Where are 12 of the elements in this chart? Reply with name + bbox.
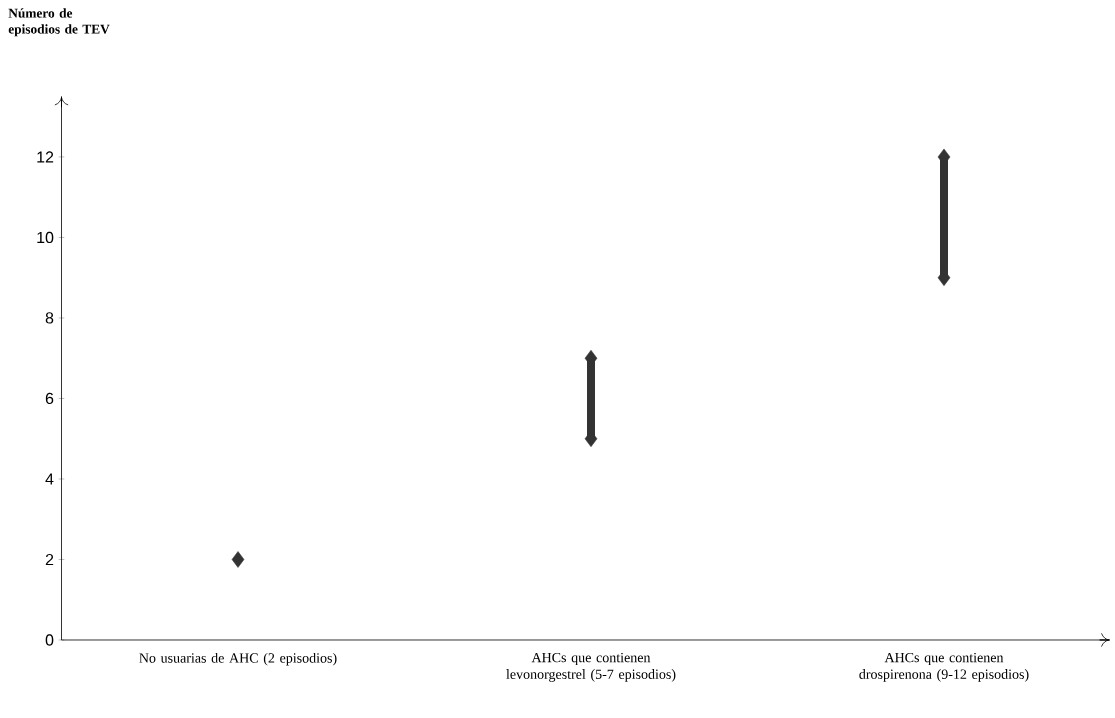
point	[231, 551, 245, 568]
y-tick-label: 4	[45, 473, 54, 485]
x-tick-label: No usuarias de AHC (2 episodios)	[139, 652, 337, 666]
x-tick-label: AHCs que contienen levonorgestrel (5-7 episodios)	[506, 652, 676, 682]
y-tick-label: 8	[45, 312, 54, 324]
y-tick-label: 0	[45, 634, 54, 646]
x-tick-label: AHCs que contienen drospirenona (9-12 episodios)	[859, 652, 1029, 682]
y-tick-label: 10	[37, 231, 54, 244]
y-tick-label: 2	[45, 553, 54, 566]
y-axis-title: Número de episodios de TEV	[8, 8, 110, 37]
y-tick-label: 6	[45, 392, 54, 405]
y-tick-label: 12	[37, 151, 54, 163]
